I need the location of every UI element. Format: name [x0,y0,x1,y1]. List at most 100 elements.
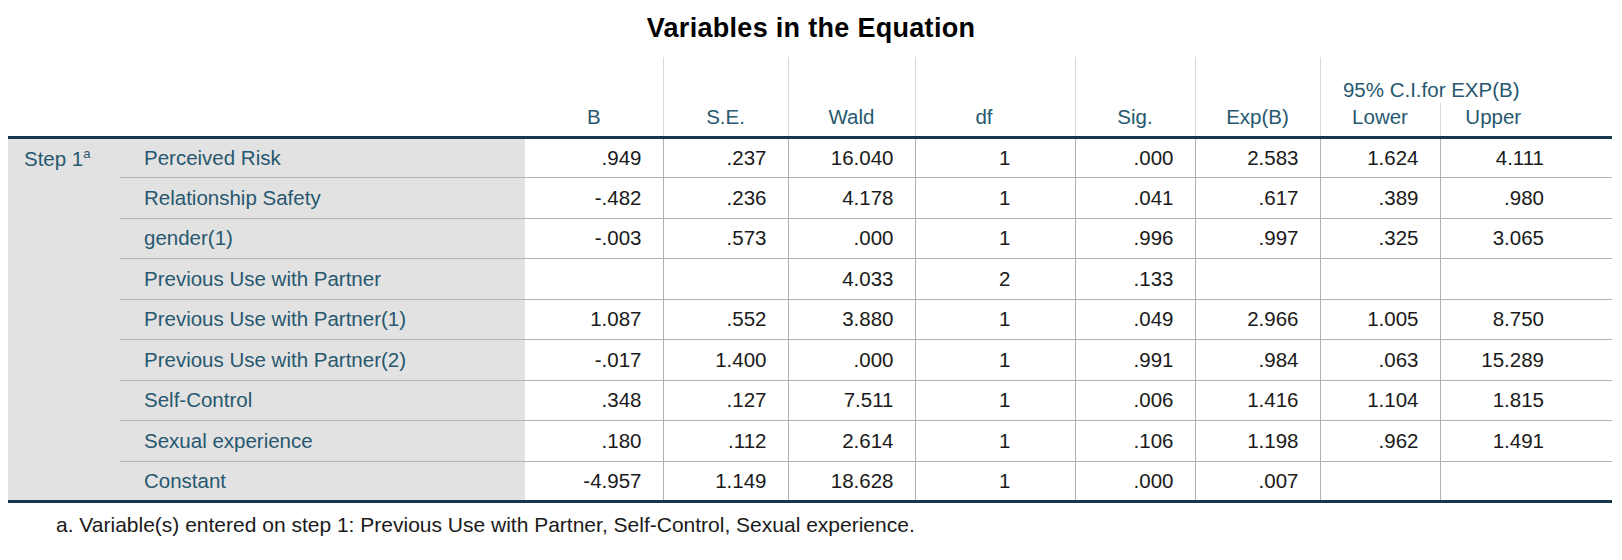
col-header-upper: Upper [1440,103,1612,137]
header-space-se [663,57,788,103]
cell-b: -4.957 [525,461,663,502]
header-row: B S.E. Wald df Sig. Exp(B) Lower Upper [8,103,1612,137]
header-space-b [525,57,663,103]
cell-df: 1 [915,218,1075,259]
cell-se: .236 [663,178,788,219]
cell-expb: .007 [1195,461,1320,502]
cell-sig: .991 [1075,340,1195,381]
cell-sig: .049 [1075,299,1195,340]
cell-b: -.017 [525,340,663,381]
cell-df: 1 [915,178,1075,219]
cell-lower: .325 [1320,218,1440,259]
cell-b [525,259,663,300]
header-space-sig [1075,57,1195,103]
cell-sig: .133 [1075,259,1195,300]
header-space-df [915,57,1075,103]
cell-se: 1.149 [663,461,788,502]
col-header-expb: Exp(B) [1195,103,1320,137]
variables-in-equation-table: 95% C.I.for EXP(B) B S.E. Wald df Sig. E… [8,57,1612,503]
table-row: Step 1a Perceived Risk .949 .237 16.040 1… [8,137,1612,178]
cell-upper: 15.289 [1440,340,1612,381]
cell-se: .552 [663,299,788,340]
cell-sig: .000 [1075,461,1195,502]
cell-wald: .000 [788,218,915,259]
cell-se: .112 [663,421,788,462]
cell-expb [1195,259,1320,300]
spss-output-page: Variables in the Equation 95% C.I.for EX… [0,0,1622,560]
cell-wald: 3.880 [788,299,915,340]
cell-sig: .996 [1075,218,1195,259]
variable-label: Previous Use with Partner(2) [120,340,525,381]
cell-upper [1440,259,1612,300]
cell-upper: 1.491 [1440,421,1612,462]
cell-sig: .106 [1075,421,1195,462]
table-row: Previous Use with Partner(1) 1.087 .552 … [8,299,1612,340]
table-body: Step 1aPerceived Risk .949 .237 16.040 1… [8,137,1612,502]
cell-sig: .000 [1075,137,1195,178]
cell-b: .949 [525,137,663,178]
cell-expb: 1.416 [1195,380,1320,421]
table-row: Sexual experience .180 .112 2.614 1 .106… [8,421,1612,462]
cell-df: 1 [915,340,1075,381]
cell-lower: .389 [1320,178,1440,219]
cell-df: 1 [915,299,1075,340]
header-blank-corner [8,57,525,103]
col-header-se: S.E. [663,103,788,137]
ci-spanner-label: 95% C.I.for EXP(B) [1320,57,1612,103]
table-row: gender(1) -.003 .573 .000 1 .996 .997 .3… [8,218,1612,259]
variable-label: Previous Use with Partner [120,259,525,300]
cell-lower: 1.624 [1320,137,1440,178]
variable-label: Self-Control [120,380,525,421]
cell-upper: 4.111 [1440,137,1612,178]
cell-lower: 1.005 [1320,299,1440,340]
table-row: Previous Use with Partner(2) -.017 1.400… [8,340,1612,381]
cell-lower: .962 [1320,421,1440,462]
table-title: Variables in the Equation [0,13,1622,44]
cell-wald: .000 [788,340,915,381]
header-space-expb [1195,57,1320,103]
table-row: Constant -4.957 1.149 18.628 1 .000 .007 [8,461,1612,502]
cell-b: -.482 [525,178,663,219]
variable-label: Perceived Risk [120,137,525,178]
cell-expb: .997 [1195,218,1320,259]
variable-label: Constant [120,461,525,502]
cell-expb: 1.198 [1195,421,1320,462]
cell-upper [1440,461,1612,502]
cell-wald: 16.040 [788,137,915,178]
table-row: Previous Use with Partner 4.033 2 .133 [8,259,1612,300]
cell-wald: 4.033 [788,259,915,300]
col-header-b: B [525,103,663,137]
cell-upper: 1.815 [1440,380,1612,421]
cell-sig: .006 [1075,380,1195,421]
cell-wald: 7.511 [788,380,915,421]
step-cell: Step 1a [8,137,120,502]
cell-upper: 3.065 [1440,218,1612,259]
col-header-wald: Wald [788,103,915,137]
cell-lower: .063 [1320,340,1440,381]
cell-expb: .984 [1195,340,1320,381]
cell-df: 1 [915,137,1075,178]
col-header-lower: Lower [1320,103,1440,137]
cell-b: .348 [525,380,663,421]
cell-upper: 8.750 [1440,299,1612,340]
table-row: Relationship Safety -.482 .236 4.178 1 .… [8,178,1612,219]
step-label: Step 1 [24,146,83,169]
variable-label: Sexual experience [120,421,525,462]
table-row: Self-Control .348 .127 7.511 1 .006 1.41… [8,380,1612,421]
cell-expb: 2.583 [1195,137,1320,178]
cell-wald: 4.178 [788,178,915,219]
cell-wald: 18.628 [788,461,915,502]
cell-sig: .041 [1075,178,1195,219]
cell-df: 1 [915,461,1075,502]
step-footnote-marker: a [83,146,90,161]
cell-se: .237 [663,137,788,178]
cell-se [663,259,788,300]
table-footnote: a. Variable(s) entered on step 1: Previo… [56,513,1622,537]
header-blank-labels [8,103,525,137]
cell-b: -.003 [525,218,663,259]
header-space-wald [788,57,915,103]
variable-label: gender(1) [120,218,525,259]
cell-lower [1320,259,1440,300]
cell-df: 1 [915,421,1075,462]
cell-upper: .980 [1440,178,1612,219]
